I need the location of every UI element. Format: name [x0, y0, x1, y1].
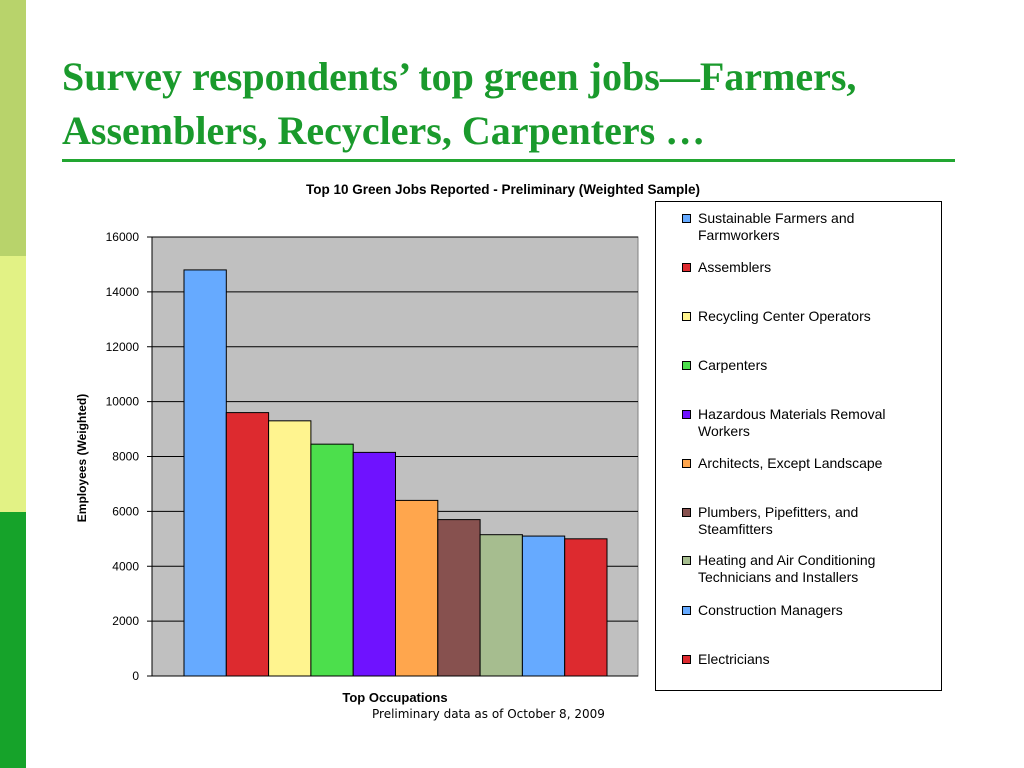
accent-band-middle [0, 256, 26, 512]
chart-title: Top 10 Green Jobs Reported - Preliminary… [305, 182, 701, 197]
chart-legend: Sustainable Farmers and Farmworkers Assem… [655, 201, 942, 691]
legend-item: Sustainable Farmers and Farmworkers [682, 210, 880, 244]
bar [352, 451, 397, 677]
bar [479, 534, 523, 677]
slide-title-line-2: Assemblers, Recyclers, Carpenters … [62, 108, 706, 153]
y-tick-label: 10000 [106, 395, 140, 409]
legend-label: Carpenters [698, 357, 768, 373]
legend-item: Construction Managers [682, 602, 932, 619]
legend-item: Architects, Except Landscape [682, 455, 932, 472]
bar [183, 269, 227, 677]
legend-swatch [682, 263, 691, 272]
legend-label: Architects, Except Landscape [698, 455, 883, 471]
y-tick-label: 2000 [112, 614, 139, 628]
legend-item: Assemblers [682, 259, 932, 276]
legend-label: Hazardous Materials Removal Workers [698, 406, 886, 439]
accent-band-bottom [0, 512, 26, 768]
legend-swatch [682, 606, 691, 615]
legend-swatch [682, 410, 691, 419]
legend-label: Sustainable Farmers and Farmworkers [698, 210, 855, 243]
legend-item: Electricians [682, 651, 932, 668]
y-tick-label: 4000 [112, 559, 139, 573]
title-underline [62, 159, 955, 162]
legend-label: Assemblers [698, 259, 772, 275]
bar [437, 519, 481, 677]
legend-swatch [682, 508, 691, 517]
bar [564, 538, 608, 677]
bar [310, 443, 354, 677]
legend-swatch [682, 214, 691, 223]
bar [268, 420, 312, 677]
legend-item: Hazardous Materials Removal Workers [682, 406, 912, 440]
legend-item: Recycling Center Operators [682, 308, 932, 325]
y-tick-label: 6000 [112, 504, 139, 518]
y-tick-label: 8000 [112, 450, 139, 464]
legend-swatch [682, 655, 691, 664]
y-axis-label: Employees (Weighted) [75, 394, 89, 522]
legend-item: Plumbers, Pipefitters, and Steamfitters [682, 504, 887, 538]
bar [521, 535, 566, 677]
legend-swatch [682, 556, 691, 565]
accent-band-top [0, 0, 26, 256]
legend-item: Heating and Air Conditioning Technicians… [682, 552, 882, 586]
bar [225, 412, 270, 677]
y-tick-label: 0 [132, 669, 139, 683]
legend-swatch [682, 312, 691, 321]
legend-label: Heating and Air Conditioning Technicians… [698, 552, 876, 585]
y-tick-label: 14000 [106, 285, 140, 299]
legend-swatch [682, 459, 691, 468]
legend-label: Plumbers, Pipefitters, and Steamfitters [698, 504, 859, 537]
slide-title-line-1: Survey respondents’ top green jobs—Farme… [62, 54, 857, 99]
y-tick-label: 16000 [106, 230, 140, 244]
legend-label: Recycling Center Operators [698, 308, 871, 324]
legend-label: Construction Managers [698, 602, 843, 618]
bar [395, 499, 439, 677]
legend-label: Electricians [698, 651, 770, 667]
legend-swatch [682, 361, 691, 370]
legend-item: Carpenters [682, 357, 932, 374]
x-axis-label: Top Occupations [342, 690, 447, 705]
y-tick-label: 12000 [106, 340, 140, 354]
footnote: Preliminary data as of October 8, 2009 [372, 707, 605, 721]
slide-title: Survey respondents’ top green jobs—Farme… [62, 50, 1002, 158]
